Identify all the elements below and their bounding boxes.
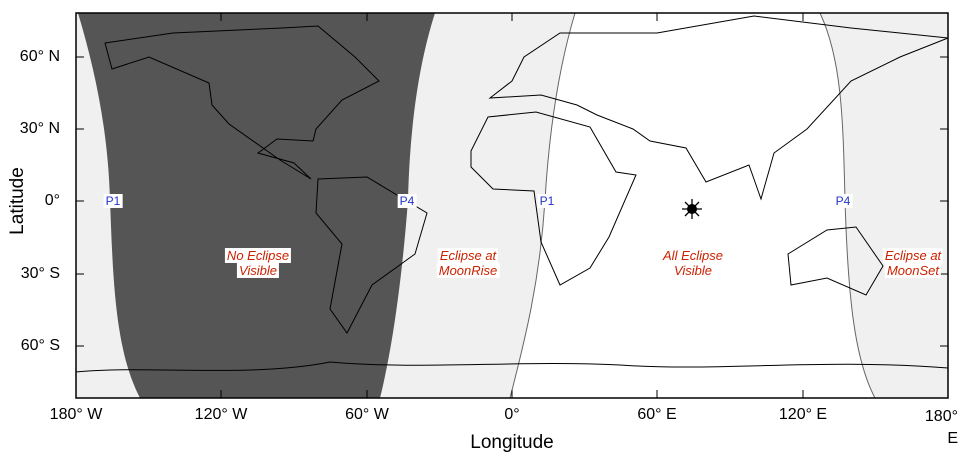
- region-line: Visible: [236, 263, 280, 278]
- y-tick-label: 60° S: [20, 337, 60, 354]
- region-line: MoonSet: [884, 263, 942, 278]
- coastlines: [75, 15, 949, 373]
- no-eclipse-region: [78, 13, 435, 398]
- region-label: Eclipse at MoonSet: [882, 248, 944, 278]
- frame-ticks: [76, 13, 948, 398]
- greatest-eclipse-marker: [682, 199, 702, 219]
- contact-label: P4: [397, 194, 417, 208]
- x-tick-label: 120° E: [778, 406, 828, 423]
- x-tick-label: 120° W: [194, 406, 248, 423]
- region-line: No Eclipse: [224, 248, 292, 263]
- region-label: All Eclipse Visible: [661, 248, 725, 278]
- region-line: Eclipse at: [882, 248, 944, 263]
- y-axis-title: Latitude: [7, 167, 28, 235]
- region-line: All Eclipse: [661, 248, 725, 263]
- region-label: No Eclipse Visible: [224, 248, 292, 278]
- y-tick-label: 60° N: [19, 48, 60, 65]
- y-tick-label: 30° S: [20, 265, 60, 282]
- region-line: MoonRise: [436, 263, 500, 278]
- contact-label: P1: [103, 194, 123, 208]
- contact-label: P1: [537, 194, 557, 208]
- y-tick-label: 0°: [44, 192, 60, 209]
- contact-label: P4: [833, 194, 853, 208]
- x-tick-label: 180° W: [49, 406, 103, 423]
- region-label: Eclipse at MoonRise: [436, 248, 500, 278]
- x-tick-label: 0°: [504, 406, 520, 423]
- region-line: Eclipse at: [437, 248, 499, 263]
- x-tick-label: 180° E: [924, 408, 958, 447]
- region-line: Visible: [671, 263, 715, 278]
- x-tick-label: 60° E: [637, 406, 677, 423]
- y-tick-label: 30° N: [19, 120, 60, 137]
- x-axis-title: Longitude: [470, 432, 554, 453]
- x-tick-label: 60° W: [345, 406, 389, 423]
